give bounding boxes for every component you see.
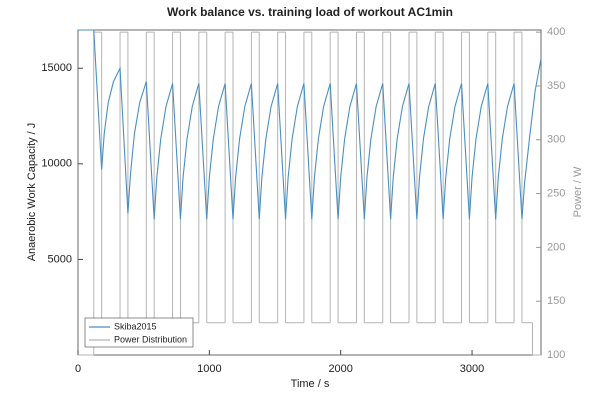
y-tick-label: 10000 [41,158,72,170]
work-balance-line [78,29,542,220]
y2-tick-label: 300 [547,134,565,146]
y2-tick-label: 200 [547,241,565,253]
y-tick-label: 5000 [48,253,72,265]
x-tick-label: 1000 [197,363,221,375]
x-tick-label: 0 [75,363,81,375]
y-tick-label: 15000 [41,62,72,74]
y2-tick-label: 350 [547,80,565,92]
legend-label: Skiba2015 [114,321,157,331]
y2-tick-label: 250 [547,187,565,199]
y2-tick-label: 400 [547,26,565,38]
legend-box [84,317,194,348]
x-axis-label: Time / s [291,378,330,390]
y2-tick-label: 150 [547,295,565,307]
x-tick-label: 2000 [328,363,352,375]
x-tick-label: 3000 [460,363,484,375]
y-axis-label: Anaerobic Work Capacity / J [26,123,38,262]
plot-frame [77,29,542,356]
chart-title: Work balance vs. training load of workou… [167,5,453,19]
legend-label: Power Distribution [114,334,187,344]
y2-tick-label: 100 [547,349,565,361]
y2-axis-label: Power / W [572,166,584,217]
